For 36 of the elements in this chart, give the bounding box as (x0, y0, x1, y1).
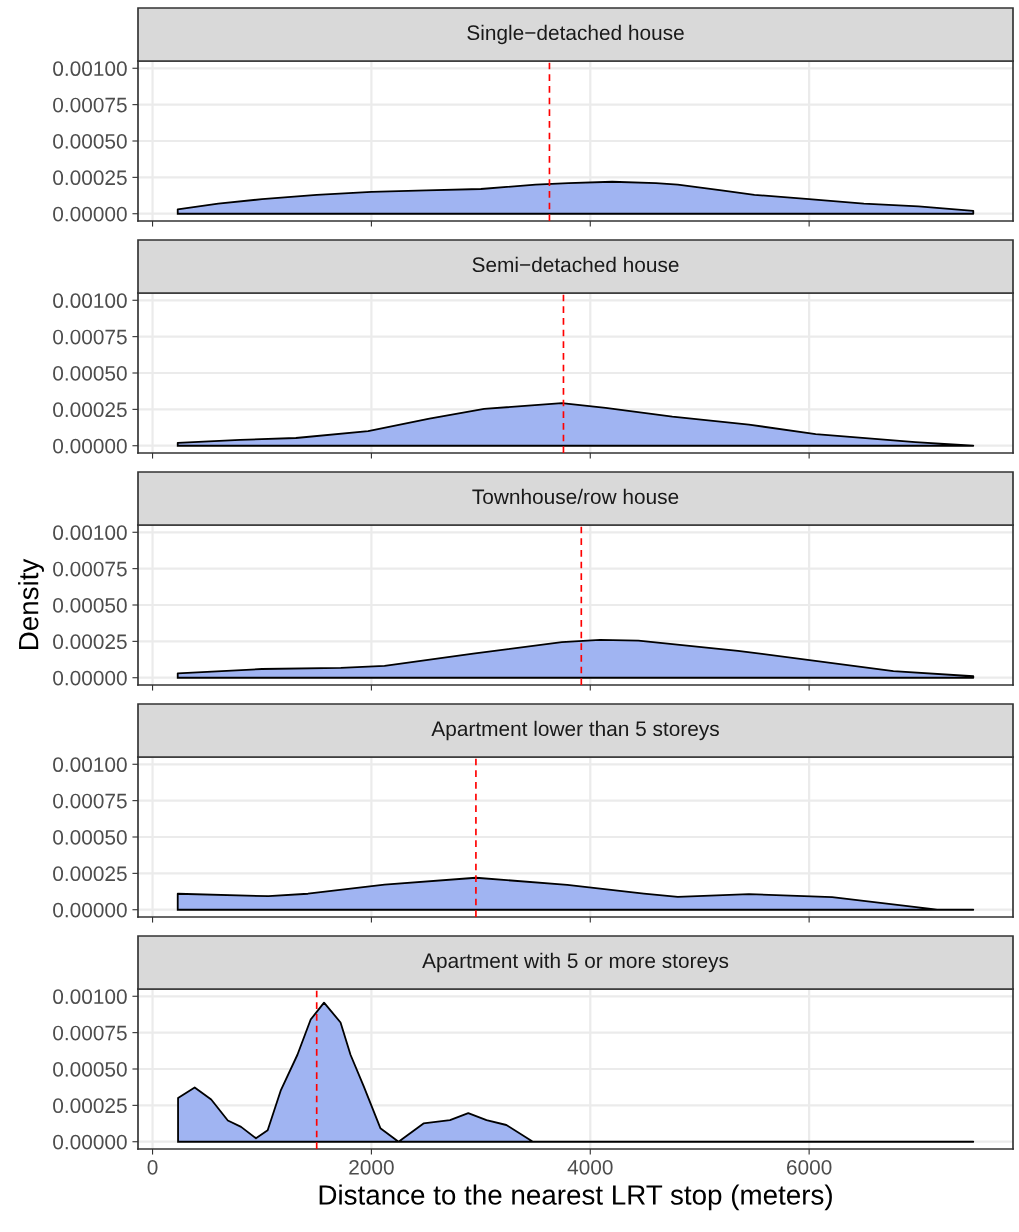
chart-title: Semi−detached house (472, 256, 679, 273)
y-tick-label: 0.00075 (53, 1025, 127, 1041)
x-axis-title: Distance to the nearest LRT stop (meters) (319, 1184, 832, 1211)
x-tick-label: 0 (147, 1159, 158, 1175)
y-tick-label: 0.00000 (53, 438, 127, 454)
y-tick-label: 0.00050 (53, 1062, 127, 1077)
y-tick-label: 0.00075 (53, 793, 127, 809)
y-tick-label: 0.00000 (53, 206, 127, 222)
y-tick-label: 0.00100 (53, 293, 127, 309)
y-tick-label: 0.00075 (53, 561, 127, 577)
x-tick-label: 6000 (787, 1159, 832, 1175)
y-tick-label: 0.00075 (53, 329, 127, 345)
x-tick-label: 4000 (567, 1159, 613, 1175)
y-tick-label: 0.00100 (53, 757, 127, 773)
y-tick-label: 0.00000 (53, 670, 127, 686)
y-tick-label: 0.00000 (53, 1134, 127, 1150)
y-tick-label: 0.00075 (53, 97, 127, 113)
chart-title: Townhouse/row house (472, 488, 679, 505)
y-axis-title: Density (18, 558, 44, 650)
y-tick-label: 0.00050 (53, 830, 127, 845)
x-tick-label: 2000 (349, 1159, 394, 1175)
y-tick-label: 0.00025 (53, 170, 127, 186)
y-tick-label: 0.00025 (53, 402, 127, 418)
y-tick-label: 0.00050 (53, 366, 127, 381)
y-tick-label: 0.00050 (53, 598, 127, 613)
y-tick-label: 0.00100 (53, 525, 127, 541)
chart-title: Apartment lower than 5 storeys (431, 720, 719, 741)
y-tick-label: 0.00050 (53, 134, 127, 149)
y-tick-label: 0.00100 (53, 989, 127, 1005)
y-tick-label: 0.00025 (53, 1098, 127, 1114)
chart-title: Single−detached house (467, 24, 684, 45)
y-tick-label: 0.00025 (53, 634, 127, 650)
chart-title: Apartment with 5 or more storeys (422, 952, 729, 973)
y-tick-label: 0.00025 (53, 866, 127, 882)
y-tick-label: 0.00100 (53, 61, 127, 77)
y-tick-label: 0.00000 (53, 902, 127, 918)
